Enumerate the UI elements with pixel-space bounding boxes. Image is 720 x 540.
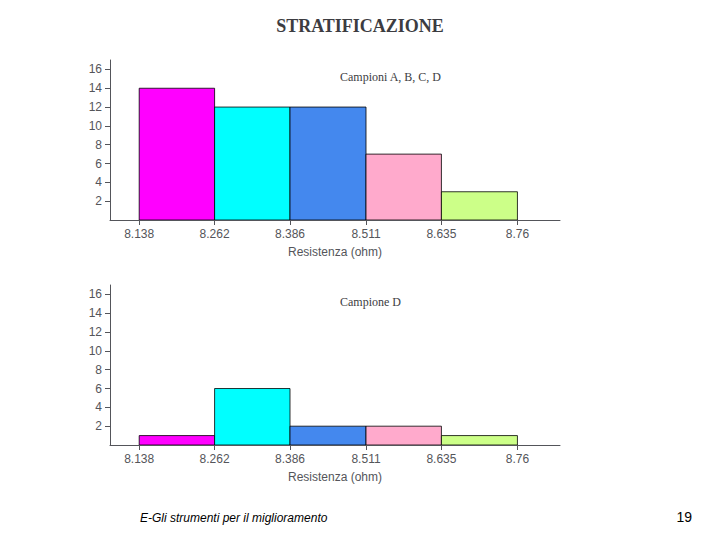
- svg-text:12: 12: [89, 325, 103, 339]
- svg-text:Campione D: Campione D: [340, 295, 401, 309]
- svg-text:12: 12: [89, 100, 103, 114]
- svg-text:Resistenza (ohm): Resistenza (ohm): [288, 245, 382, 259]
- svg-text:4: 4: [95, 175, 102, 189]
- svg-text:4: 4: [95, 400, 102, 414]
- svg-text:14: 14: [89, 306, 103, 320]
- svg-text:8.386: 8.386: [275, 452, 305, 466]
- svg-text:8.138: 8.138: [124, 227, 154, 241]
- svg-text:8.511: 8.511: [351, 227, 380, 241]
- svg-text:2: 2: [95, 419, 102, 433]
- svg-text:8.76: 8.76: [506, 452, 530, 466]
- svg-text:8.262: 8.262: [200, 227, 230, 241]
- svg-text:6: 6: [95, 157, 102, 171]
- svg-text:Resistenza (ohm): Resistenza (ohm): [288, 470, 382, 484]
- svg-text:STRATIFICAZIONE: STRATIFICAZIONE: [276, 16, 444, 36]
- svg-text:10: 10: [89, 119, 103, 133]
- svg-text:8.262: 8.262: [200, 452, 230, 466]
- svg-text:8.635: 8.635: [426, 452, 456, 466]
- svg-text:8.635: 8.635: [426, 227, 456, 241]
- svg-text:10: 10: [89, 344, 103, 358]
- svg-text:19: 19: [676, 509, 692, 525]
- svg-text:6: 6: [95, 382, 102, 396]
- svg-text:E-Gli strumenti per il miglior: E-Gli strumenti per il miglioramento: [140, 511, 328, 525]
- svg-text:8: 8: [95, 138, 102, 152]
- svg-text:Campioni A, B, C, D: Campioni A, B, C, D: [340, 70, 441, 84]
- svg-text:8.138: 8.138: [124, 452, 154, 466]
- svg-text:8.386: 8.386: [275, 227, 305, 241]
- svg-text:8.76: 8.76: [506, 227, 530, 241]
- svg-text:8: 8: [95, 363, 102, 377]
- svg-text:8.511: 8.511: [351, 452, 380, 466]
- svg-text:2: 2: [95, 194, 102, 208]
- svg-text:14: 14: [89, 81, 103, 95]
- svg-text:16: 16: [89, 287, 103, 301]
- svg-text:16: 16: [89, 62, 103, 76]
